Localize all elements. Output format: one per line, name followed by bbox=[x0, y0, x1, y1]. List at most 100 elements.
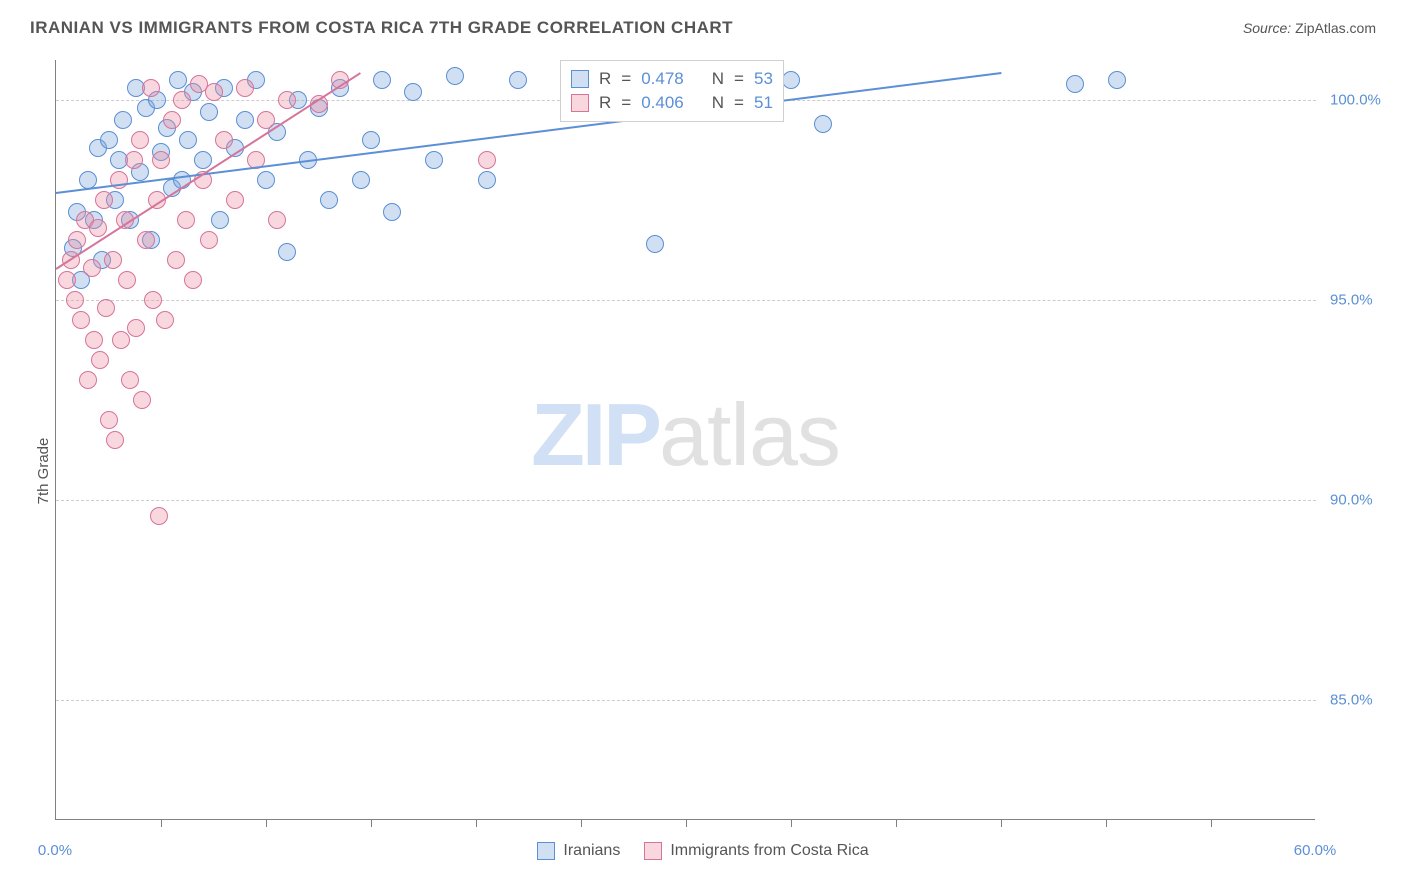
data-point bbox=[194, 151, 212, 169]
data-point bbox=[257, 171, 275, 189]
stat-eq: = bbox=[734, 93, 744, 113]
data-point bbox=[131, 131, 149, 149]
data-point bbox=[236, 79, 254, 97]
plot-area: ZIPatlas R=0.478N=53R=0.406N=51 bbox=[55, 60, 1315, 820]
x-tick bbox=[476, 819, 477, 827]
stat-n-value: 51 bbox=[754, 93, 773, 113]
y-tick-label: 95.0% bbox=[1330, 292, 1373, 309]
data-point bbox=[104, 251, 122, 269]
data-point bbox=[66, 291, 84, 309]
legend-swatch bbox=[571, 94, 589, 112]
x-tick bbox=[266, 819, 267, 827]
data-point bbox=[125, 151, 143, 169]
stat-n-label: N bbox=[712, 69, 724, 89]
data-point bbox=[142, 79, 160, 97]
stat-r-label: R bbox=[599, 93, 611, 113]
data-point bbox=[100, 411, 118, 429]
stat-r-value: 0.478 bbox=[641, 69, 684, 89]
data-point bbox=[200, 103, 218, 121]
data-point bbox=[268, 211, 286, 229]
y-tick-label: 85.0% bbox=[1330, 692, 1373, 709]
chart-title: IRANIAN VS IMMIGRANTS FROM COSTA RICA 7T… bbox=[30, 18, 733, 38]
x-tick bbox=[581, 819, 582, 827]
stat-eq: = bbox=[621, 93, 631, 113]
data-point bbox=[200, 231, 218, 249]
data-point bbox=[1066, 75, 1084, 93]
data-point bbox=[478, 171, 496, 189]
data-point bbox=[257, 111, 275, 129]
data-point bbox=[106, 431, 124, 449]
data-point bbox=[478, 151, 496, 169]
data-point bbox=[127, 319, 145, 337]
data-point bbox=[373, 71, 391, 89]
data-point bbox=[150, 507, 168, 525]
data-point bbox=[72, 311, 90, 329]
x-tick bbox=[1001, 819, 1002, 827]
data-point bbox=[156, 311, 174, 329]
x-tick bbox=[896, 819, 897, 827]
data-point bbox=[179, 131, 197, 149]
watermark-atlas: atlas bbox=[659, 384, 840, 483]
data-point bbox=[121, 371, 139, 389]
legend: Iranians Immigrants from Costa Rica bbox=[0, 842, 1406, 865]
data-point bbox=[58, 271, 76, 289]
y-tick-label: 90.0% bbox=[1330, 492, 1373, 509]
watermark: ZIPatlas bbox=[531, 383, 840, 485]
data-point bbox=[404, 83, 422, 101]
stats-row: R=0.406N=51 bbox=[571, 91, 773, 115]
x-tick bbox=[161, 819, 162, 827]
data-point bbox=[278, 243, 296, 261]
data-point bbox=[152, 151, 170, 169]
legend-label: Iranians bbox=[563, 842, 620, 860]
data-point bbox=[362, 131, 380, 149]
data-point bbox=[95, 191, 113, 209]
data-point bbox=[278, 91, 296, 109]
stats-box: R=0.478N=53R=0.406N=51 bbox=[560, 60, 784, 122]
data-point bbox=[383, 203, 401, 221]
data-point bbox=[118, 271, 136, 289]
data-point bbox=[814, 115, 832, 133]
legend-item: Immigrants from Costa Rica bbox=[644, 842, 868, 860]
data-point bbox=[100, 131, 118, 149]
stat-r-value: 0.406 bbox=[641, 93, 684, 113]
data-point bbox=[133, 391, 151, 409]
data-point bbox=[446, 67, 464, 85]
legend-label: Immigrants from Costa Rica bbox=[670, 842, 868, 860]
data-point bbox=[112, 331, 130, 349]
data-point bbox=[137, 231, 155, 249]
data-point bbox=[177, 211, 195, 229]
legend-swatch bbox=[537, 842, 555, 860]
source-value: ZipAtlas.com bbox=[1295, 20, 1376, 36]
data-point bbox=[211, 211, 229, 229]
data-point bbox=[236, 111, 254, 129]
data-point bbox=[144, 291, 162, 309]
x-tick bbox=[1211, 819, 1212, 827]
data-point bbox=[79, 371, 97, 389]
x-tick bbox=[791, 819, 792, 827]
legend-swatch bbox=[644, 842, 662, 860]
watermark-zip: ZIP bbox=[531, 384, 659, 483]
chart-container: 7th Grade ZIPatlas R=0.478N=53R=0.406N=5… bbox=[0, 50, 1406, 892]
source-label: Source: bbox=[1243, 20, 1291, 36]
data-point bbox=[1108, 71, 1126, 89]
data-point bbox=[68, 231, 86, 249]
data-point bbox=[425, 151, 443, 169]
y-tick-label: 100.0% bbox=[1330, 92, 1381, 109]
data-point bbox=[215, 131, 233, 149]
data-point bbox=[89, 219, 107, 237]
x-tick bbox=[1106, 819, 1107, 827]
data-point bbox=[320, 191, 338, 209]
data-point bbox=[646, 235, 664, 253]
data-point bbox=[163, 111, 181, 129]
gridline bbox=[56, 300, 1316, 301]
data-point bbox=[205, 83, 223, 101]
stat-eq: = bbox=[734, 69, 744, 89]
data-point bbox=[114, 111, 132, 129]
legend-item: Iranians bbox=[537, 842, 620, 860]
data-point bbox=[173, 91, 191, 109]
source-attribution: Source: ZipAtlas.com bbox=[1243, 20, 1376, 36]
data-point bbox=[83, 259, 101, 277]
x-tick bbox=[686, 819, 687, 827]
data-point bbox=[167, 251, 185, 269]
x-tick bbox=[371, 819, 372, 827]
